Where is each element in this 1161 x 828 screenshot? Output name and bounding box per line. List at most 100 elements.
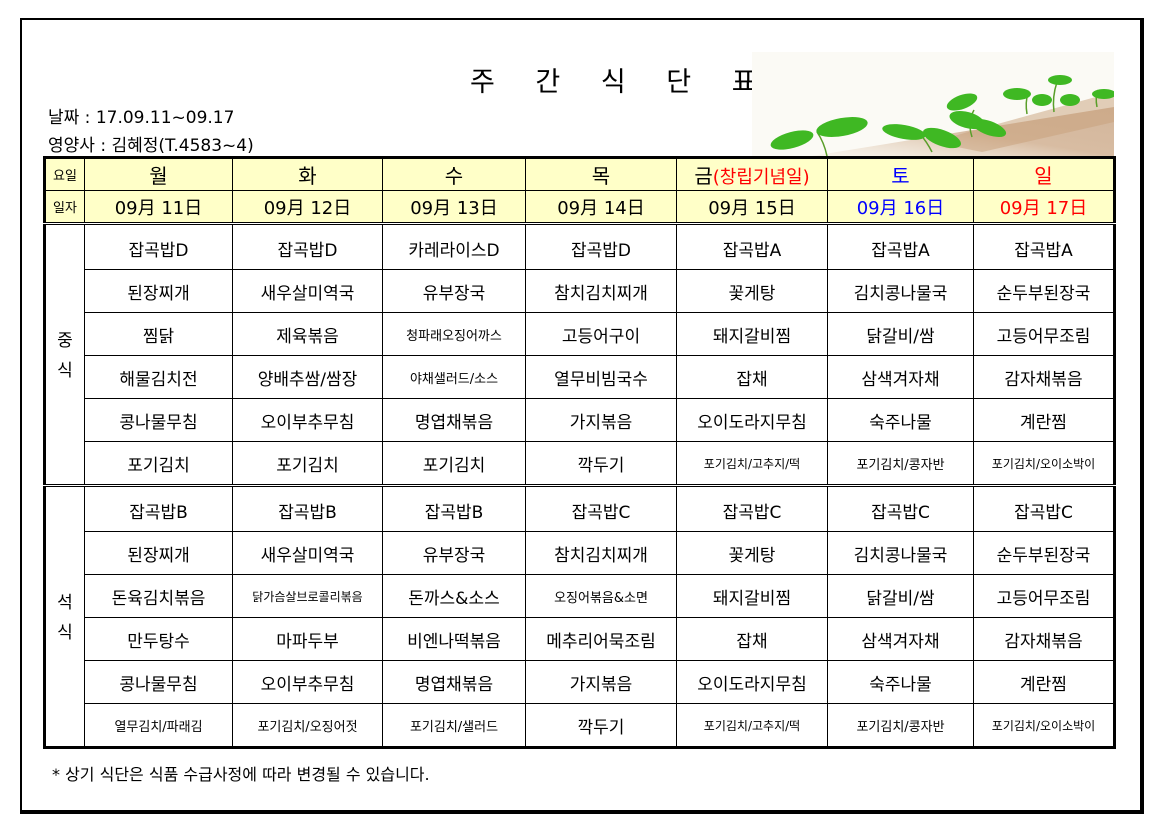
date-sat: 09月 16日 [827, 190, 974, 225]
day-sat: 토 [827, 157, 974, 191]
dinner-section: 석 식 잡곡밥B 잡곡밥B 잡곡밥B 잡곡밥C 잡곡밥C 잡곡밥C 잡곡밥C 된장찌개 새우살미역… [44, 484, 1115, 748]
menu-cell: 열무비빔국수 [525, 355, 677, 399]
menu-cell: 잡곡밥D [525, 223, 677, 270]
menu-cell: 오이부추무침 [232, 398, 383, 442]
date-tue: 09月 12日 [232, 190, 383, 225]
page-frame [20, 18, 1144, 814]
menu-cell: 순두부된장국 [973, 269, 1115, 313]
menu-cell: 포기김치 [232, 441, 383, 486]
menu-cell: 포기김치/콩자반 [827, 441, 974, 486]
menu-cell: 유부장국 [382, 531, 526, 575]
dinner-row: 만두탕수 마파두부 비엔나떡볶음 메추리어묵조림 잡채 삼색겨자채 감자채볶음 [45, 617, 1115, 661]
menu-cell: 닭갈비/쌈 [827, 574, 974, 618]
menu-cell: 고등어무조림 [973, 574, 1115, 618]
lunch-row: 포기김치 포기김치 포기김치 깍두기 포기김치/고추지/떡 포기김치/콩자반 포기김치/오이… [45, 441, 1115, 486]
menu-cell: 양배추쌈/쌈장 [232, 355, 383, 399]
menu-cell: 비엔나떡볶음 [382, 617, 526, 661]
lunch-row: 해물김치전 양배추쌈/쌈장 야채샐러드/소스 열무비빔국수 잡채 삼색겨자채 감자채볶음 [45, 355, 1115, 399]
menu-cell: 포기김치 [382, 441, 526, 486]
menu-cell: 명엽채볶음 [382, 398, 526, 442]
menu-cell: 잡곡밥A [676, 223, 828, 270]
day-row: 요일 월 화 수 목 금(창립기념일) 토 일 [44, 157, 1115, 191]
menu-cell: 삼색겨자채 [827, 355, 974, 399]
lunch-row: 콩나물무침 오이부추무침 명엽채볶음 가지볶음 오이도라지무침 숙주나물 계란찜 [45, 398, 1115, 442]
menu-cell: 포기김치/콩자반 [827, 703, 974, 748]
day-row-label: 요일 [44, 157, 85, 191]
menu-cell: 참치김치찌개 [525, 269, 677, 313]
menu-cell: 잡곡밥B [84, 484, 233, 532]
day-mon: 월 [84, 157, 233, 191]
lunch-row: 중 식 잡곡밥D 잡곡밥D 카레라이스D 잡곡밥D 잡곡밥A 잡곡밥A 잡곡밥A [44, 223, 1115, 486]
menu-cell: 잡곡밥C [973, 484, 1115, 532]
menu-cell: 돈육김치볶음 [84, 574, 233, 618]
day-wed: 수 [382, 157, 526, 191]
menu-cell: 잡곡밥C [676, 484, 828, 532]
dinner-row: 콩나물무침 오이부추무침 명엽채볶음 가지볶음 오이도라지무침 숙주나물 계란찜 [45, 660, 1115, 704]
menu-cell: 잡채 [676, 355, 828, 399]
menu-cell: 잡곡밥A [827, 223, 974, 270]
menu-cell: 계란찜 [973, 398, 1115, 442]
menu-cell: 꽃게탕 [676, 269, 828, 313]
menu-cell: 메추리어묵조림 [525, 617, 677, 661]
menu-cell: 된장찌개 [84, 531, 233, 575]
date-row-label: 일자 [44, 190, 85, 225]
menu-cell: 포기김치 [84, 441, 233, 486]
menu-cell: 삼색겨자채 [827, 617, 974, 661]
menu-cell: 콩나물무침 [84, 660, 233, 704]
menu-cell: 꽃게탕 [676, 531, 828, 575]
date-sun: 09月 17日 [973, 190, 1115, 225]
menu-cell: 청파래오징어까스 [382, 312, 526, 356]
page-title: 주 간 식 단 표 [470, 67, 773, 98]
menu-cell: 깍두기 [525, 703, 677, 748]
menu-cell: 돼지갈비찜 [676, 574, 828, 618]
menu-cell: 오이부추무침 [232, 660, 383, 704]
menu-cell: 마파두부 [232, 617, 383, 661]
day-fri-name: 금 [694, 164, 713, 188]
menu-cell: 만두탕수 [84, 617, 233, 661]
menu-cell: 새우살미역국 [232, 531, 383, 575]
date-mon: 09月 11日 [84, 190, 233, 225]
lunch-label: 중 식 [44, 223, 85, 486]
menu-cell: 포기김치/샐러드 [382, 703, 526, 748]
menu-cell: 명엽채볶음 [382, 660, 526, 704]
menu-cell: 카레라이스D [382, 223, 526, 270]
dinner-row: 된장찌개 새우살미역국 유부장국 참치김치찌개 꽃게탕 김치콩나물국 순두부된장국 [45, 531, 1115, 575]
dietitian-info: 영양사 : 김혜정(T.4583~4) [48, 136, 254, 156]
menu-cell: 가지볶음 [525, 398, 677, 442]
menu-cell: 숙주나물 [827, 398, 974, 442]
date-wed: 09月 13日 [382, 190, 526, 225]
lunch-row: 된장찌개 새우살미역국 유부장국 참치김치찌개 꽃게탕 김치콩나물국 순두부된장국 [45, 269, 1115, 313]
menu-cell: 잡곡밥A [973, 223, 1115, 270]
menu-cell: 참치김치찌개 [525, 531, 677, 575]
menu-cell: 오이도라지무침 [676, 660, 828, 704]
menu-cell: 찜닭 [84, 312, 233, 356]
menu-cell: 가지볶음 [525, 660, 677, 704]
menu-cell: 닭갈비/쌈 [827, 312, 974, 356]
menu-cell: 잡곡밥D [84, 223, 233, 270]
menu-cell: 숙주나물 [827, 660, 974, 704]
lunch-section: 중 식 잡곡밥D 잡곡밥D 카레라이스D 잡곡밥D 잡곡밥A 잡곡밥A 잡곡밥A 된장찌개 새우살… [44, 223, 1115, 486]
menu-cell: 새우살미역국 [232, 269, 383, 313]
menu-cell: 감자채볶음 [973, 355, 1115, 399]
weekly-menu-table: 요일 월 화 수 목 금(창립기념일) 토 일 일자 09月 11日 09月 1… [43, 156, 1116, 749]
menu-cell: 고등어무조림 [973, 312, 1115, 356]
menu-cell: 돼지갈비찜 [676, 312, 828, 356]
menu-cell: 포기김치/오이소박이 [973, 441, 1115, 486]
menu-cell: 포기김치/고추지/떡 [676, 703, 828, 748]
dinner-row: 열무김치/파래김 포기김치/오징어젓 포기김치/샐러드 깍두기 포기김치/고추지/떡 포기… [45, 703, 1115, 748]
menu-cell: 잡곡밥C [525, 484, 677, 532]
dinner-label: 석 식 [44, 484, 85, 748]
date-thu: 09月 14日 [525, 190, 677, 225]
menu-cell: 돈까스&소스 [382, 574, 526, 618]
menu-cell: 잡곡밥B [232, 484, 383, 532]
menu-cell: 닭가슴살브로콜리볶음 [232, 574, 383, 618]
footnote: * 상기 식단은 식품 수급사정에 따라 변경될 수 있습니다. [52, 765, 430, 784]
menu-cell: 포기김치/오이소박이 [973, 703, 1115, 748]
menu-cell: 포기김치/오징어젓 [232, 703, 383, 748]
day-sun: 일 [973, 157, 1115, 191]
lunch-row: 찜닭 제육볶음 청파래오징어까스 고등어구이 돼지갈비찜 닭갈비/쌈 고등어무조림 [45, 312, 1115, 356]
date-fri: 09月 15日 [676, 190, 828, 225]
menu-cell: 해물김치전 [84, 355, 233, 399]
menu-cell: 잡곡밥D [232, 223, 383, 270]
date-row: 일자 09月 11日 09月 12日 09月 13日 09月 14日 09月 1… [44, 190, 1115, 225]
